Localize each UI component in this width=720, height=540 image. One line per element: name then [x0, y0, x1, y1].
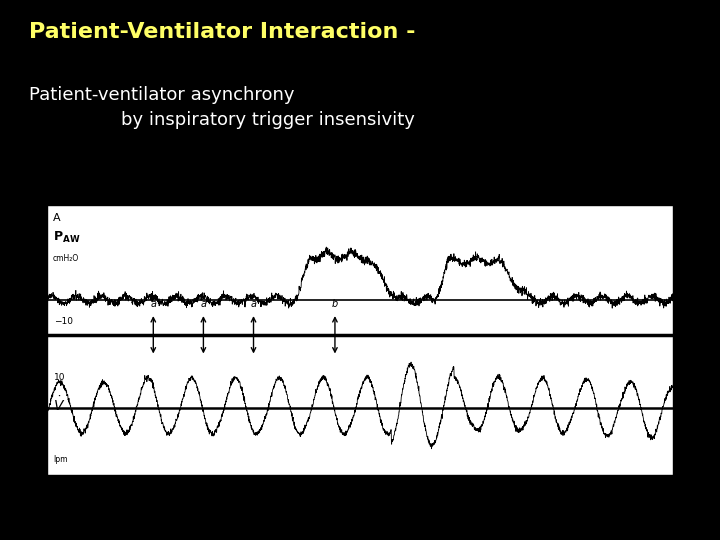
Text: $\mathbf{P}_\mathbf{AW}$: $\mathbf{P}_\mathbf{AW}$: [53, 230, 81, 245]
Text: cmH₂O: cmH₂O: [53, 254, 79, 263]
Text: Patient-ventilator asynchrony
                by inspiratory trigger insensivity: Patient-ventilator asynchrony by inspira…: [29, 86, 415, 130]
Text: $\dot{V}$: $\dot{V}$: [53, 396, 66, 414]
Text: 10: 10: [54, 374, 66, 382]
Text: a: a: [251, 299, 256, 309]
Text: a: a: [150, 299, 156, 309]
Text: Patient-Ventilator Interaction -: Patient-Ventilator Interaction -: [29, 22, 415, 42]
Text: −10: −10: [54, 317, 73, 326]
Text: a: a: [200, 299, 207, 309]
Text: lpm: lpm: [53, 455, 68, 464]
Text: b: b: [332, 299, 338, 309]
Text: A: A: [53, 213, 60, 224]
